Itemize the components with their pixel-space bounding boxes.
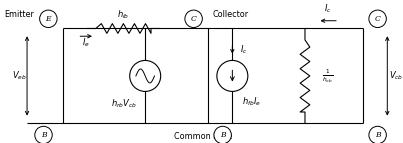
Circle shape <box>217 60 248 91</box>
Text: $I_e$: $I_e$ <box>82 37 90 49</box>
Circle shape <box>39 10 57 27</box>
Text: B: B <box>375 131 380 139</box>
Text: B: B <box>41 131 46 139</box>
Text: $V_{cb}$: $V_{cb}$ <box>389 70 403 82</box>
Text: $h_{ib}$: $h_{ib}$ <box>117 8 129 21</box>
Text: $V_{eb}$: $V_{eb}$ <box>12 70 27 82</box>
Text: C: C <box>375 15 380 23</box>
Text: $I_c$: $I_c$ <box>324 2 332 15</box>
Circle shape <box>369 10 386 27</box>
Text: $h_{fb}I_e$: $h_{fb}I_e$ <box>242 95 261 108</box>
Text: Collector: Collector <box>213 10 249 19</box>
Text: Common base: Common base <box>174 132 233 141</box>
Circle shape <box>369 126 386 143</box>
Circle shape <box>130 60 161 91</box>
Text: $I_c$: $I_c$ <box>240 43 248 56</box>
Text: $h_{rb}V_{cb}$: $h_{rb}V_{cb}$ <box>111 97 137 110</box>
Text: B: B <box>220 131 226 139</box>
Text: E: E <box>46 15 51 23</box>
Circle shape <box>35 126 52 143</box>
Text: C: C <box>191 15 197 23</box>
Circle shape <box>214 126 231 143</box>
Text: Emitter: Emitter <box>4 10 34 19</box>
Circle shape <box>185 10 202 27</box>
Text: $\frac{1}{h_{ob}}$: $\frac{1}{h_{ob}}$ <box>322 67 333 85</box>
